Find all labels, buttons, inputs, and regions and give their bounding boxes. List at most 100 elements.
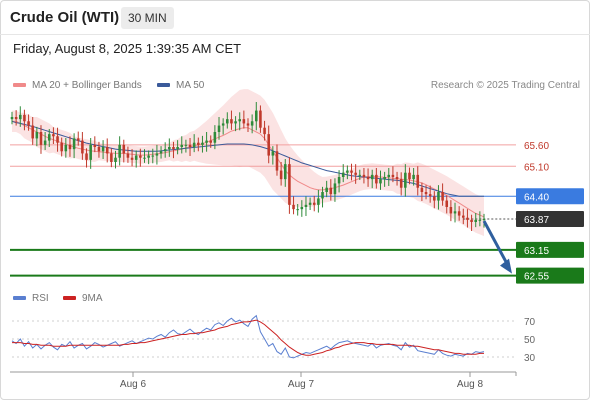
timestamp: Friday, August 8, 2025 1:39:35 AM CET bbox=[13, 41, 242, 56]
candle-body bbox=[39, 132, 43, 145]
candle-body bbox=[404, 172, 407, 188]
candle-body bbox=[147, 155, 150, 158]
candle-body bbox=[383, 177, 386, 180]
instrument-title: Crude Oil (WTI) bbox=[10, 9, 120, 26]
candle-body bbox=[254, 110, 258, 122]
candle-body bbox=[424, 192, 428, 195]
x-tick-label: Aug 7 bbox=[288, 379, 315, 390]
candle-body bbox=[346, 170, 349, 173]
candle-body bbox=[399, 179, 403, 188]
timeframe-button[interactable]: 30 MIN bbox=[121, 7, 174, 29]
current-price-label: 63.87 bbox=[524, 215, 549, 226]
candle-body bbox=[188, 144, 192, 147]
candle-body bbox=[428, 194, 432, 197]
x-tick-label: Aug 8 bbox=[457, 379, 484, 390]
ma20-swatch bbox=[13, 83, 26, 88]
rsi-tick-30: 30 bbox=[524, 353, 536, 364]
candle-body bbox=[221, 123, 225, 126]
support-2-label: 62.55 bbox=[524, 272, 549, 283]
chart-header: Crude Oil (WTI) 30 MIN bbox=[0, 0, 590, 34]
candle-body bbox=[64, 144, 68, 152]
candle-body bbox=[197, 142, 200, 145]
candle-body bbox=[163, 149, 167, 152]
candle-body bbox=[325, 187, 328, 192]
resistance-1-label: 65.10 bbox=[524, 162, 549, 173]
candle-body bbox=[143, 157, 146, 159]
candle-body bbox=[350, 170, 353, 173]
candle-body bbox=[68, 144, 72, 150]
candle-body bbox=[101, 147, 105, 152]
candle-body bbox=[333, 183, 337, 195]
candle-body bbox=[130, 157, 134, 160]
candle-body bbox=[420, 187, 424, 192]
candle-body bbox=[433, 196, 436, 201]
candle-body bbox=[76, 138, 80, 141]
support-1-label-box bbox=[516, 241, 584, 258]
candle-body bbox=[155, 153, 159, 156]
forecast-arrow-shaft bbox=[482, 220, 510, 267]
candle-body bbox=[474, 219, 478, 222]
candle-body bbox=[437, 192, 440, 201]
candle-body bbox=[60, 142, 63, 152]
candle-body bbox=[259, 110, 262, 128]
candle-body bbox=[89, 144, 92, 160]
ma20-label: MA 20 + Bollinger Bands bbox=[32, 80, 142, 91]
candle-body bbox=[118, 144, 121, 158]
candle-body bbox=[56, 136, 59, 143]
candle-body bbox=[457, 211, 461, 216]
candle-body bbox=[375, 174, 378, 184]
candle-body bbox=[267, 134, 270, 156]
candle-body bbox=[23, 114, 26, 122]
candle-body bbox=[209, 140, 213, 143]
rsi-label: RSI bbox=[32, 293, 49, 304]
legend-ma50: MA 50 bbox=[157, 80, 204, 91]
candle-body bbox=[329, 187, 333, 195]
candle-body bbox=[341, 172, 345, 177]
candle-body bbox=[304, 204, 308, 207]
candle-body bbox=[18, 114, 22, 120]
candle-body bbox=[246, 123, 250, 126]
candle-body bbox=[213, 132, 217, 143]
header-divider bbox=[0, 34, 590, 35]
candle-body bbox=[139, 155, 142, 158]
candle-body bbox=[122, 144, 126, 154]
candle-body bbox=[466, 217, 469, 220]
candle-body bbox=[453, 211, 457, 214]
pivot-label: 64.40 bbox=[524, 192, 549, 203]
candle-body bbox=[126, 153, 130, 158]
candle-body bbox=[354, 172, 357, 175]
candle-body bbox=[184, 144, 188, 146]
candle-body bbox=[180, 144, 184, 147]
candle-body bbox=[114, 157, 117, 162]
candle-body bbox=[275, 151, 279, 171]
legend-rsi: RSI bbox=[13, 293, 49, 304]
candle-body bbox=[43, 140, 47, 145]
candle-body bbox=[449, 207, 453, 214]
bollinger-band bbox=[12, 89, 484, 237]
candle-body bbox=[234, 121, 237, 124]
rsi-ma-line bbox=[12, 319, 484, 356]
candle-body bbox=[462, 215, 465, 218]
candle-body bbox=[14, 117, 18, 120]
candle-body bbox=[445, 200, 449, 207]
candle-body bbox=[271, 151, 275, 156]
candle-body bbox=[10, 117, 14, 120]
candle-body bbox=[478, 219, 482, 221]
candle-body bbox=[217, 125, 221, 132]
candle-body bbox=[370, 174, 374, 180]
candle-body bbox=[226, 119, 229, 124]
candle-body bbox=[35, 132, 39, 139]
support-2-label-box bbox=[516, 267, 584, 284]
candle-body bbox=[296, 209, 299, 211]
candle-body bbox=[250, 121, 254, 126]
rsi-ma-swatch bbox=[63, 296, 76, 301]
candle-body bbox=[85, 153, 88, 160]
candle-body bbox=[358, 174, 362, 176]
current-price-label-box bbox=[516, 211, 584, 227]
candle-body bbox=[205, 140, 208, 143]
candle-body bbox=[300, 207, 304, 210]
ma50-label: MA 50 bbox=[176, 80, 205, 91]
rsi-line bbox=[11, 314, 485, 359]
legend-ma20: MA 20 + Bollinger Bands bbox=[13, 80, 142, 91]
candle-body bbox=[470, 219, 473, 222]
